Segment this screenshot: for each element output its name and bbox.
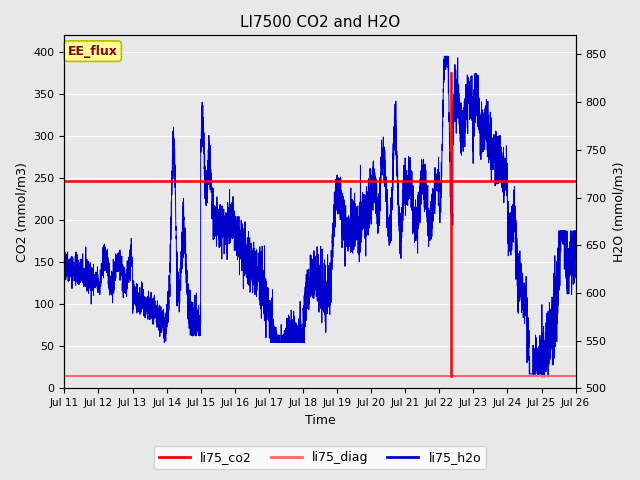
- Legend: li75_co2, li75_diag, li75_h2o: li75_co2, li75_diag, li75_h2o: [154, 446, 486, 469]
- Y-axis label: CO2 (mmol/m3): CO2 (mmol/m3): [15, 162, 28, 262]
- Y-axis label: H2O (mmol/m3): H2O (mmol/m3): [612, 162, 625, 262]
- X-axis label: Time: Time: [305, 414, 335, 427]
- Title: LI7500 CO2 and H2O: LI7500 CO2 and H2O: [240, 15, 400, 30]
- Text: EE_flux: EE_flux: [68, 45, 118, 58]
